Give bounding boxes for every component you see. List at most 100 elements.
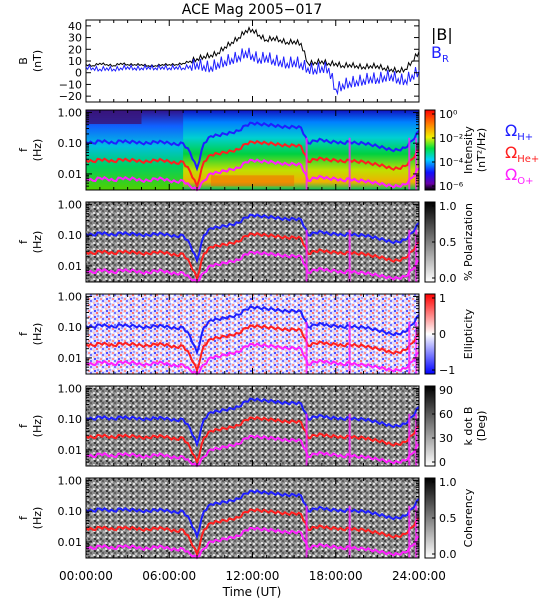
b-series-line-1 — [85, 47, 420, 96]
panel-polarization: 1.00 0.10 0.01 f (Hz) 1.0 0.5 0.0 % Polarization — [17, 198, 475, 285]
panel-ellipticity: 1.00 0.10 0.01 f (Hz) 1 0 −1 Ellipticity — [17, 290, 475, 377]
b-ytick-label: 20 — [68, 43, 82, 56]
colorbar-tick-label: −1 — [439, 364, 455, 377]
legend-omega-symbol: Ω — [505, 143, 517, 162]
spectrogram-quiet-band — [86, 110, 142, 124]
y-axis-label: f — [17, 423, 30, 428]
spectrogram-enhanced-band — [210, 175, 295, 187]
y-axis-label: f — [17, 239, 30, 244]
gyro-curve-Heplus — [85, 231, 420, 282]
spectrogram-shade — [86, 202, 419, 282]
y-axis-label: f — [17, 331, 30, 336]
b-y-label: B — [17, 57, 30, 65]
panel-kdotb: 1.00 0.10 0.01 f (Hz) 90 60 30 0 k dot B (Deg) — [17, 382, 488, 469]
gyro-curve-Oplus — [85, 434, 420, 468]
colorbar-kdotb — [424, 385, 436, 467]
b-ytick-label: 40 — [68, 20, 82, 33]
legend-omega-sub: He+ — [517, 154, 539, 165]
colorbar-unit: (Deg) — [475, 411, 488, 442]
gyro-curve-Heplus — [85, 415, 420, 466]
xtick-label: 00:00:00 — [59, 569, 113, 583]
colorbar-tick-label: 60 — [439, 408, 453, 421]
legend-b-radial-main: B — [431, 43, 442, 62]
colorbar-label: k dot B — [462, 407, 475, 446]
gyro-curve-Oplus — [85, 526, 420, 560]
colorbar-tick-label: 0.0 — [439, 548, 457, 561]
colorbar-tick-label: 1 — [439, 292, 446, 305]
legend-omega-Hplus: ΩH+ — [505, 121, 533, 143]
spectrogram-shade — [86, 478, 419, 558]
colorbar-tick-label: 10⁻² — [439, 132, 463, 145]
xtick-label: 24:00:00 — [392, 569, 446, 583]
colorbar-intensity — [424, 109, 436, 191]
y-axis-unit: (Hz) — [31, 507, 44, 530]
ytick-label: 0.01 — [58, 536, 83, 549]
ytick-label: 1.00 — [58, 198, 83, 211]
legend-b-magnitude: |B| — [431, 25, 453, 44]
panel-coherency: 1.00 0.10 0.01 f (Hz) 1.0 0.5 0.0 Coherency — [17, 474, 475, 561]
colorbar-tick-label: 10⁻⁶ — [439, 180, 464, 193]
colorbar-tick-label: 0 — [439, 456, 446, 469]
y-axis-unit: (Hz) — [31, 231, 44, 254]
y-axis-unit: (Hz) — [31, 415, 44, 438]
b-ytick-label: −20 — [59, 90, 82, 103]
ytick-label: 0.01 — [58, 260, 83, 273]
legend-omega-Oplus: ΩO+ — [505, 165, 533, 187]
colorbar-label: % Polarization — [462, 203, 475, 281]
gyro-curve-Oplus — [85, 158, 420, 192]
gyro-curve-Hplus — [85, 121, 420, 172]
colorbar-tick-label: 1.0 — [439, 476, 457, 489]
colorbar-tick-label: 10⁰ — [439, 108, 458, 121]
legend-b-radial: BR — [431, 43, 449, 65]
y-axis-unit: (Hz) — [31, 323, 44, 346]
b-y-unit: (nT) — [31, 50, 44, 72]
colorbar-tick-label: 0.5 — [439, 512, 457, 525]
legend-omega-sub: O+ — [517, 176, 533, 187]
spectrogram-ellipticity — [86, 294, 419, 374]
panel-intensity: 1.00 0.10 0.01 f (Hz) 10⁰ 10⁻² 10⁻⁴ 10⁻⁶ Intensit… — [17, 106, 539, 193]
gyro-curve-Hplus — [85, 305, 420, 356]
ytick-label: 0.10 — [58, 137, 83, 150]
legend-omega-symbol: Ω — [505, 121, 517, 140]
x-axis: 00:00:00 06:00:00 12:00:00 18:00:00 24:00:00 — [59, 569, 446, 583]
colorbar-tick-label: 90 — [439, 384, 453, 397]
ytick-label: 1.00 — [58, 474, 83, 487]
xtick-label: 18:00:00 — [309, 569, 363, 583]
gyro-curve-Hplus — [85, 489, 420, 540]
colorbar-tick-label: 0 — [439, 328, 446, 341]
y-axis-label: f — [17, 515, 30, 520]
ytick-label: 0.10 — [58, 505, 83, 518]
ytick-label: 0.01 — [58, 168, 83, 181]
ytick-label: 1.00 — [58, 290, 83, 303]
gyro-curve-Hplus — [85, 213, 420, 264]
ytick-label: 0.10 — [58, 229, 83, 242]
b-ytick-label: −10 — [59, 78, 82, 91]
spectrogram-shade — [86, 386, 419, 466]
legend-b-radial-sub: R — [442, 54, 449, 65]
xtick-label: 12:00:00 — [226, 569, 280, 583]
b-ytick-label: 10 — [68, 55, 82, 68]
colorbar-tick-label: 10⁻⁴ — [439, 156, 464, 169]
gyro-curve-Oplus — [85, 250, 420, 284]
colorbar-tick-label: 0.0 — [439, 272, 457, 285]
b-field-lines — [85, 26, 420, 96]
ytick-label: 0.10 — [58, 321, 83, 334]
colorbar-label: Coherency — [462, 488, 475, 547]
legend-omega-Heplus: ΩHe+ — [505, 143, 539, 165]
figure-title: ACE Mag 2005−017 — [182, 2, 322, 18]
panel-b-frame — [85, 19, 420, 103]
legend-omega-symbol: Ω — [505, 165, 517, 184]
y-axis-unit: (Hz) — [31, 139, 44, 162]
y-axis-label: f — [17, 147, 30, 152]
colorbar-tick-label: 1.0 — [439, 200, 457, 213]
b-ytick-label: 30 — [68, 32, 82, 45]
xtick-label: 06:00:00 — [142, 569, 196, 583]
x-axis-label: Time (UT) — [222, 585, 282, 599]
colorbar-unit: (nT²/Hz) — [475, 128, 488, 172]
gyro-curve-Heplus — [85, 323, 420, 374]
ytick-label: 0.01 — [58, 352, 83, 365]
colorbar-label: Intensity — [462, 126, 475, 174]
gyro-curve-Hplus — [85, 397, 420, 448]
